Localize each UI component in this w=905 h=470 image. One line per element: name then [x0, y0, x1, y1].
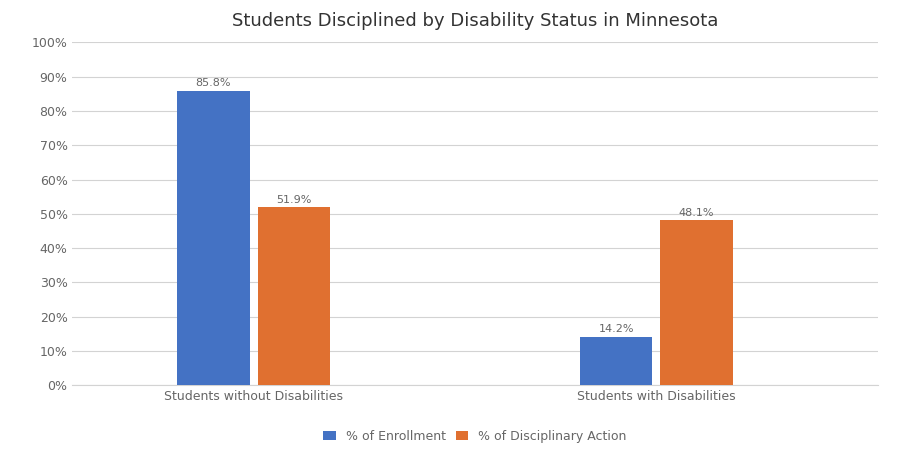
Text: 48.1%: 48.1% — [679, 208, 714, 218]
Title: Students Disciplined by Disability Status in Minnesota: Students Disciplined by Disability Statu… — [232, 12, 719, 30]
Bar — [580, 337, 653, 385]
Text: 85.8%: 85.8% — [195, 78, 231, 88]
Bar — [661, 220, 733, 385]
Text: 51.9%: 51.9% — [276, 195, 311, 204]
Legend: % of Enrollment, % of Disciplinary Action: % of Enrollment, % of Disciplinary Actio… — [319, 425, 632, 448]
Text: 14.2%: 14.2% — [598, 324, 634, 334]
Bar — [177, 91, 250, 385]
Bar — [258, 207, 330, 385]
